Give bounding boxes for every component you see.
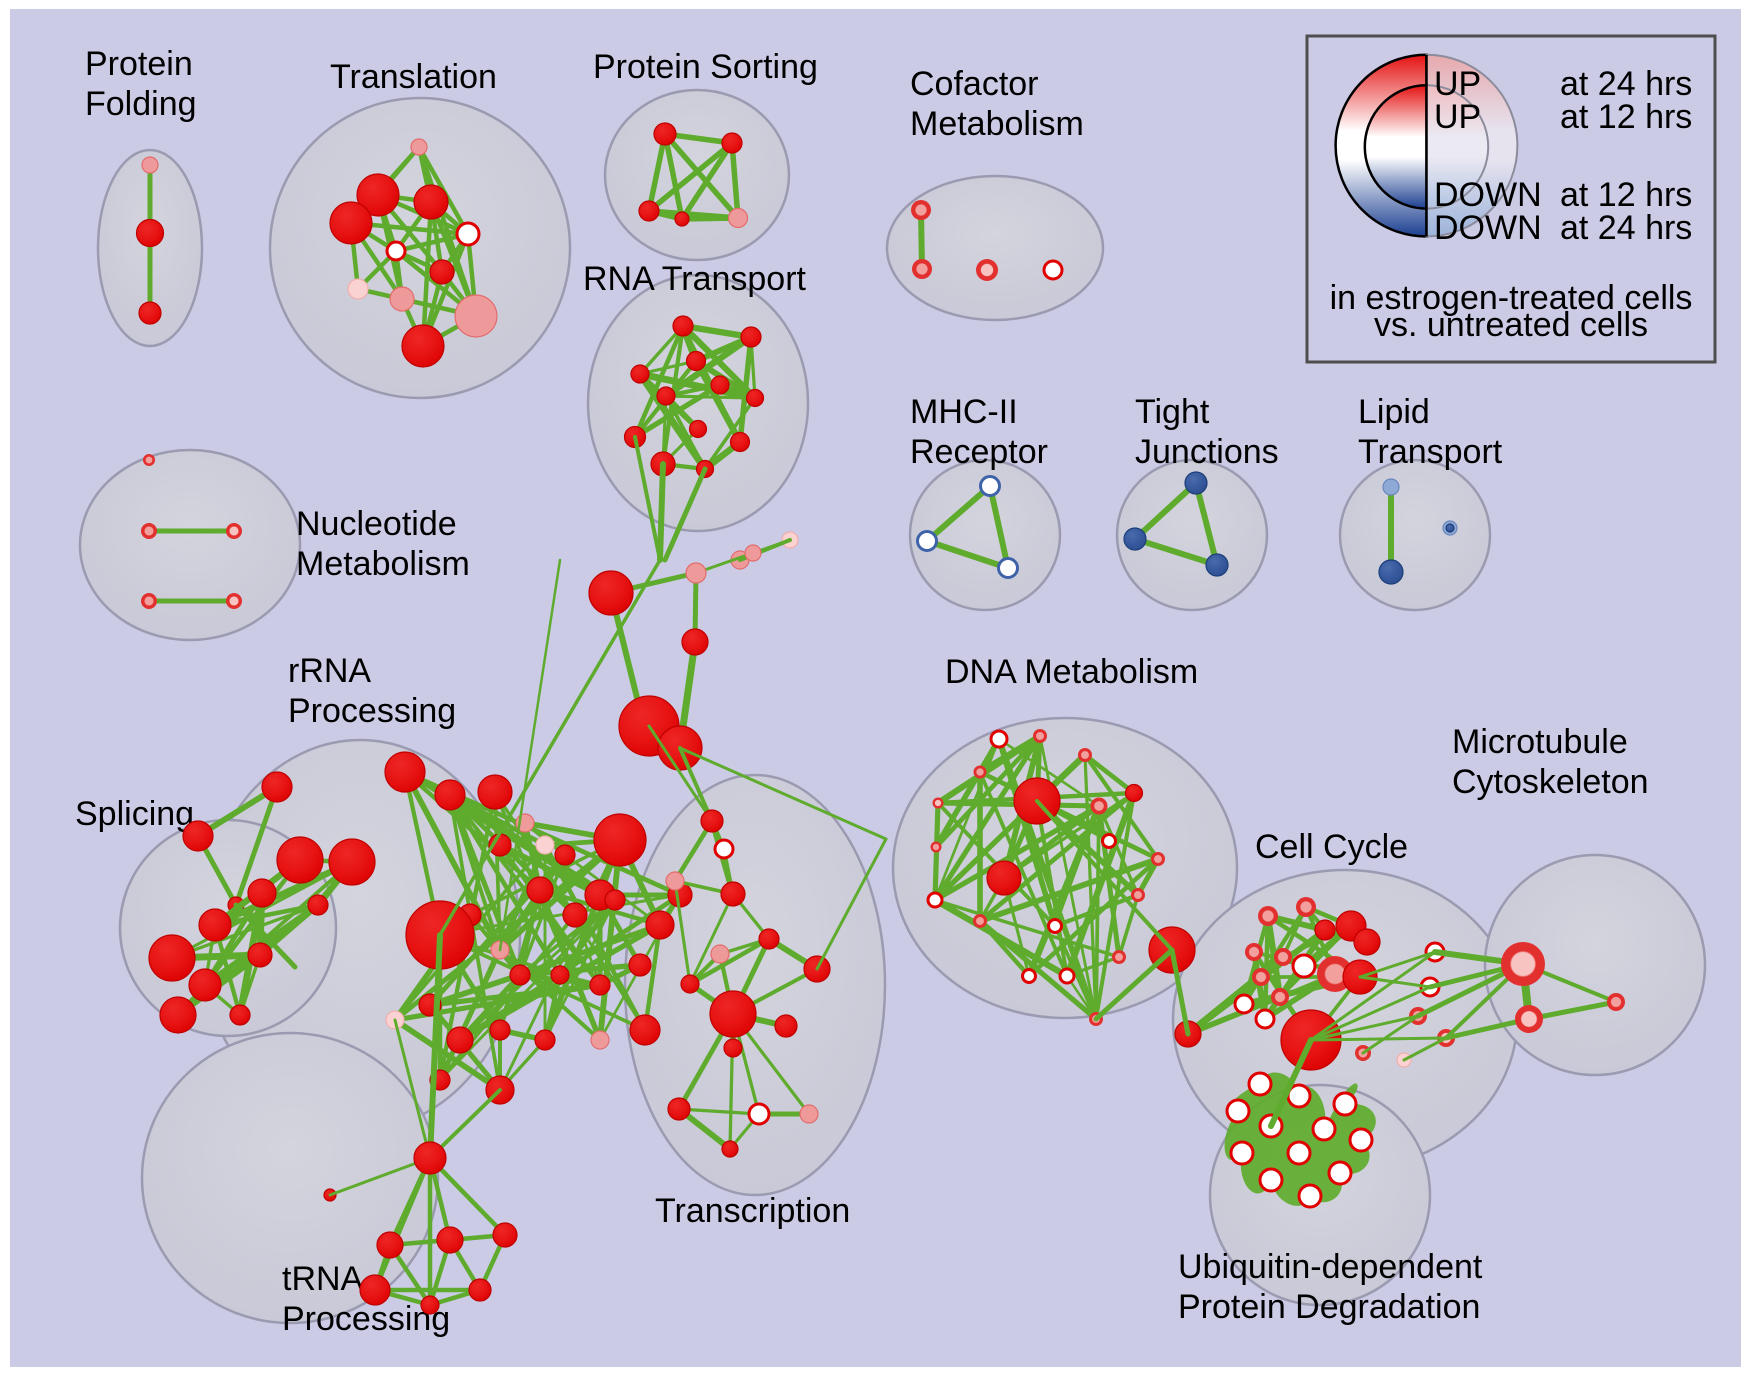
svg-text:Metabolism: Metabolism	[910, 105, 1084, 143]
svg-text:Tight: Tight	[1135, 393, 1210, 431]
svg-text:at 24 hrs: at 24 hrs	[1560, 209, 1692, 247]
svg-text:UP: UP	[1434, 98, 1481, 136]
svg-text:tRNA: tRNA	[282, 1260, 364, 1298]
svg-text:Protein Sorting: Protein Sorting	[593, 48, 818, 86]
svg-text:Protein Degradation: Protein Degradation	[1178, 1288, 1480, 1326]
svg-text:Protein: Protein	[85, 45, 193, 83]
svg-text:Transcription: Transcription	[655, 1192, 850, 1230]
svg-text:Receptor: Receptor	[910, 433, 1048, 471]
svg-text:Cytoskeleton: Cytoskeleton	[1452, 763, 1649, 801]
svg-text:at 12 hrs: at 12 hrs	[1560, 98, 1692, 136]
svg-text:rRNA: rRNA	[288, 652, 371, 690]
svg-text:Folding: Folding	[85, 85, 197, 123]
svg-text:Lipid: Lipid	[1358, 393, 1430, 431]
svg-text:Metabolism: Metabolism	[296, 545, 470, 583]
svg-text:Ubiquitin-dependent: Ubiquitin-dependent	[1178, 1248, 1483, 1286]
svg-text:Transport: Transport	[1358, 433, 1503, 471]
svg-text:Junctions: Junctions	[1135, 433, 1279, 471]
svg-text:DOWN: DOWN	[1434, 209, 1542, 247]
svg-text:vs. untreated cells: vs. untreated cells	[1374, 306, 1648, 344]
svg-text:Translation: Translation	[330, 58, 497, 96]
svg-text:Processing: Processing	[288, 692, 456, 730]
svg-text:Microtubule: Microtubule	[1452, 723, 1628, 761]
svg-text:MHC-II: MHC-II	[910, 393, 1018, 431]
svg-text:RNA Transport: RNA Transport	[583, 260, 807, 298]
svg-text:Nucleotide: Nucleotide	[296, 505, 457, 543]
svg-text:Cell Cycle: Cell Cycle	[1255, 828, 1408, 866]
svg-text:Cofactor: Cofactor	[910, 65, 1039, 103]
svg-text:Splicing: Splicing	[75, 795, 194, 833]
svg-text:DNA Metabolism: DNA Metabolism	[945, 653, 1198, 691]
